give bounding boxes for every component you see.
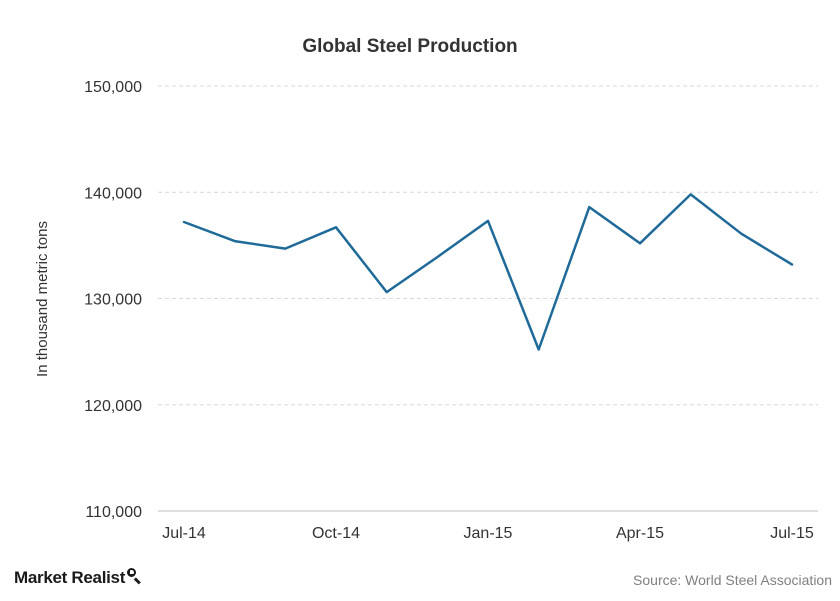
y-axis-ticks: 110,000 120,000 130,000 140,000 150,000 [84, 79, 142, 521]
y-tick-label: 120,000 [84, 398, 142, 415]
y-tick-label: 140,000 [84, 185, 142, 202]
y-axis-label: In thousand metric tons [34, 221, 51, 377]
series-layer [182, 193, 794, 351]
x-tick-label: Jul-15 [770, 525, 814, 542]
x-axis-ticks: Jul-14 Oct-14 Jan-15 Apr-15 Jul-15 [162, 525, 814, 542]
market-realist-logo: Market Realist [14, 568, 143, 588]
chart-title: Global Steel Production [302, 36, 517, 57]
magnifier-chart-icon [127, 568, 143, 585]
gridlines [158, 85, 818, 512]
x-tick-label: Jan-15 [464, 525, 513, 542]
y-tick-label: 150,000 [84, 79, 142, 96]
y-tick-label: 130,000 [84, 292, 142, 309]
y-tick-label: 110,000 [85, 504, 142, 521]
x-tick-label: Jul-14 [162, 525, 206, 542]
logo-text: Market Realist [14, 568, 126, 587]
x-tick-label: Apr-15 [616, 525, 664, 542]
source-note: Source: World Steel Association [633, 572, 832, 588]
x-tick-label: Oct-14 [312, 525, 360, 542]
series-line [182, 193, 794, 351]
